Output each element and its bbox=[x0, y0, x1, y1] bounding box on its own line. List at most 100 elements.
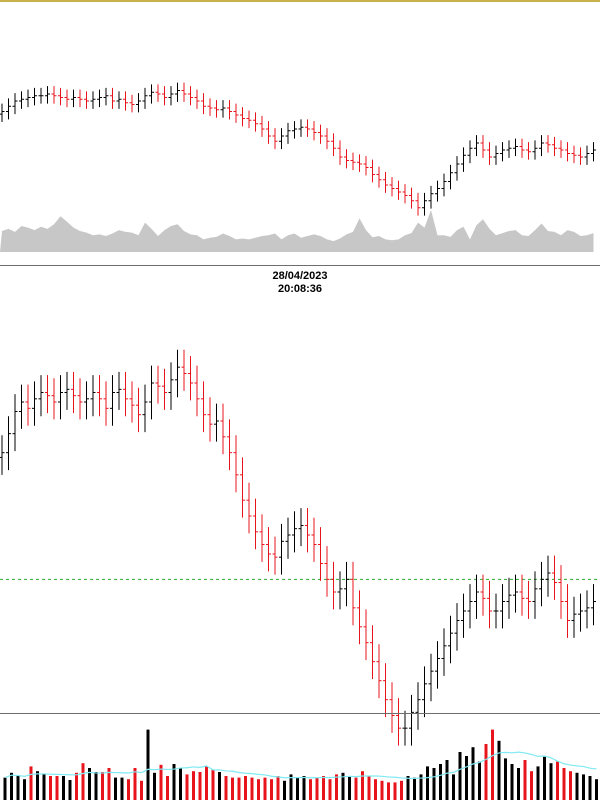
price-bar bbox=[253, 112, 258, 132]
volume-bar bbox=[484, 744, 488, 800]
volume-bar bbox=[575, 772, 579, 800]
price-bar bbox=[214, 403, 219, 442]
price-bar bbox=[311, 517, 317, 562]
volume-bar bbox=[185, 774, 189, 800]
price-bar bbox=[136, 387, 141, 433]
volume-bar bbox=[517, 768, 520, 800]
crosshair-date-label: 28/04/2023 bbox=[272, 270, 328, 282]
price-bar bbox=[292, 511, 297, 553]
price-bar bbox=[272, 536, 278, 575]
top-price-chart bbox=[0, 82, 600, 266]
price-bar bbox=[448, 164, 453, 190]
price-bar bbox=[298, 119, 304, 137]
price-bar bbox=[220, 100, 226, 118]
price-bar bbox=[415, 682, 421, 730]
price-bar bbox=[38, 87, 44, 104]
price-bar bbox=[90, 91, 96, 109]
price-bar bbox=[181, 82, 187, 102]
price-bar bbox=[305, 508, 310, 553]
price-bar bbox=[71, 371, 76, 414]
volume-bar bbox=[322, 776, 325, 800]
volume-bar bbox=[237, 777, 241, 800]
price-bar bbox=[64, 371, 70, 410]
price-bar bbox=[578, 593, 583, 632]
price-bar bbox=[435, 180, 440, 202]
price-bar bbox=[207, 98, 213, 116]
price-bar bbox=[25, 89, 31, 108]
volume-bar bbox=[439, 764, 442, 800]
price-bar bbox=[71, 89, 76, 108]
price-bar bbox=[227, 100, 232, 120]
price-bar bbox=[578, 147, 583, 165]
price-bar bbox=[428, 185, 434, 209]
price-bar bbox=[571, 145, 577, 164]
price-bar bbox=[402, 710, 408, 746]
price-bar bbox=[279, 128, 284, 150]
volume-bar bbox=[127, 779, 130, 800]
price-bar bbox=[227, 419, 232, 471]
price-bar bbox=[337, 571, 343, 610]
volume-bar bbox=[146, 729, 150, 800]
price-bar bbox=[64, 89, 70, 108]
volume-bar bbox=[133, 768, 137, 800]
volume-bar bbox=[153, 772, 156, 800]
price-bar bbox=[539, 561, 544, 607]
volume-bar bbox=[250, 777, 254, 800]
price-bar bbox=[233, 103, 239, 123]
price-bar bbox=[558, 140, 564, 158]
volume-bar bbox=[75, 772, 78, 800]
volume-bar bbox=[458, 752, 462, 800]
volume-bar bbox=[62, 776, 65, 800]
price-bar bbox=[389, 682, 395, 733]
price-bar bbox=[519, 138, 525, 158]
price-bar bbox=[383, 171, 388, 193]
volume-bar bbox=[497, 740, 501, 800]
volume-bar bbox=[270, 779, 273, 800]
price-bar bbox=[344, 149, 349, 169]
price-bar bbox=[58, 87, 63, 106]
price-bar bbox=[448, 615, 453, 664]
price-bar bbox=[591, 584, 596, 626]
price-bar bbox=[90, 375, 96, 417]
price-bar bbox=[500, 584, 505, 629]
volume-bar bbox=[23, 779, 26, 800]
price-bar bbox=[6, 98, 11, 120]
volume-bar bbox=[426, 766, 429, 800]
volume-bar bbox=[595, 779, 598, 800]
volume-bar bbox=[224, 776, 228, 800]
volume-bar bbox=[406, 776, 410, 800]
volume-bar bbox=[218, 772, 221, 800]
volume-bar bbox=[81, 763, 85, 800]
price-bar bbox=[318, 527, 323, 581]
price-bar bbox=[350, 152, 356, 171]
price-bar bbox=[32, 87, 37, 106]
volume-bar bbox=[205, 766, 208, 800]
price-bar bbox=[454, 156, 460, 181]
price-bar bbox=[155, 84, 161, 102]
price-bar bbox=[422, 192, 427, 216]
volume-bar bbox=[354, 777, 358, 800]
crosshair-time-label: 20:08:36 bbox=[277, 283, 323, 295]
price-bar bbox=[181, 349, 187, 391]
price-bar bbox=[467, 584, 473, 629]
price-bar bbox=[363, 609, 369, 661]
price-bar bbox=[565, 584, 570, 638]
price-bar bbox=[383, 663, 388, 718]
volume-bar bbox=[159, 764, 163, 800]
price-bar bbox=[389, 177, 395, 197]
price-bar bbox=[571, 596, 577, 638]
price-bar bbox=[552, 555, 557, 600]
volume-bar bbox=[569, 771, 572, 800]
price-bar bbox=[298, 508, 304, 547]
volume-bar bbox=[530, 771, 533, 800]
price-bar bbox=[12, 93, 18, 115]
volume-bar bbox=[432, 768, 436, 800]
volume-bar bbox=[10, 772, 13, 800]
volume-bar bbox=[309, 779, 312, 800]
volume-bar bbox=[107, 768, 111, 800]
price-bar bbox=[344, 561, 349, 607]
price-bar bbox=[435, 641, 440, 689]
price-bar bbox=[253, 498, 258, 550]
price-bar bbox=[266, 527, 271, 572]
price-bar bbox=[461, 147, 466, 172]
